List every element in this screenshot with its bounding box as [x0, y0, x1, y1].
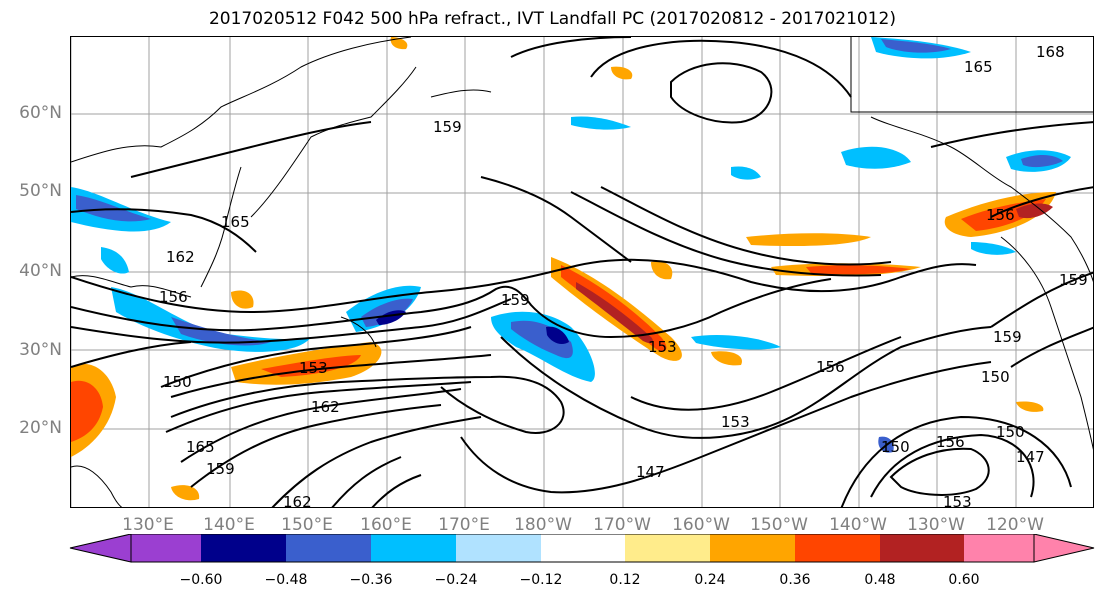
lat-label-60n: 60°N	[19, 103, 62, 123]
contour-label-20: 150	[996, 423, 1025, 441]
map-canvas: 165 168 159 165 162 156 159 150 153 153 …	[71, 37, 1093, 508]
shading-negative	[71, 37, 1071, 453]
colorbar-swatch	[541, 534, 625, 562]
colorbar-swatch	[795, 534, 880, 562]
colorbar-tick-4: −0.24	[434, 572, 478, 588]
colorbar-swatch	[131, 534, 201, 562]
colorbar-swatch	[964, 534, 1034, 562]
contour-label-22: 162	[283, 493, 312, 508]
lat-label-50n: 50°N	[19, 181, 62, 201]
lon-label-170w: 170°W	[593, 515, 651, 535]
colorbar-tick-10: 0.60	[948, 572, 980, 588]
contour-label-11: 156	[816, 358, 845, 376]
colorbar-tick-6: 0.12	[609, 572, 641, 588]
colorbar-tick-7: 0.24	[694, 572, 726, 588]
contour-label-15: 165	[186, 438, 215, 456]
contour-label-23: 147	[636, 463, 665, 481]
contour-label-21: 147	[1016, 448, 1045, 466]
lon-label-180w: 180°W	[514, 515, 572, 535]
contour-label-4: 165	[221, 213, 250, 231]
contour-label-1: 165	[964, 58, 993, 76]
colorbar-swatch	[880, 534, 964, 562]
lon-label-130e: 130°E	[122, 515, 174, 535]
contour-labels: 165 168 159 165 162 156 159 150 153 153 …	[159, 43, 1088, 508]
contour-label-13: 150	[981, 368, 1010, 386]
colorbar-extend-high	[1033, 534, 1095, 563]
colorbar-swatch	[710, 534, 795, 562]
map-panel: 165 168 159 165 162 156 159 150 153 153 …	[70, 36, 1094, 508]
lat-label-30n: 30°N	[19, 340, 62, 360]
lat-label-20n: 20°N	[19, 418, 62, 438]
contour-label-2: 168	[1036, 43, 1065, 61]
lon-label-160e: 160°E	[360, 515, 412, 535]
contour-label-8: 150	[163, 373, 192, 391]
contour-label-14: 162	[311, 398, 340, 416]
height-contours	[71, 37, 1093, 507]
colorbar-tick-8: 0.36	[779, 572, 811, 588]
lon-label-150e: 150°E	[281, 515, 333, 535]
contour-label-10: 153	[648, 338, 677, 356]
colorbar-swatch	[286, 534, 371, 562]
map-title: 2017020512 F042 500 hPa refract., IVT La…	[208, 9, 896, 29]
contour-label-12: 159	[993, 328, 1022, 346]
colorbar-tick-3: −0.36	[349, 572, 393, 588]
lon-label-150w: 150°W	[750, 515, 808, 535]
lon-label-140e: 140°E	[203, 515, 255, 535]
contour-label-26: 159	[1059, 271, 1088, 289]
colorbar-tick-9: 0.48	[864, 572, 896, 588]
lon-label-120w: 120°W	[986, 515, 1044, 535]
contour-label-24: 153	[943, 493, 972, 508]
lon-label-170e: 170°E	[438, 515, 490, 535]
colorbar-swatch	[456, 534, 541, 562]
contour-label-19: 156	[936, 433, 965, 451]
contour-label-17: 153	[721, 413, 750, 431]
colorbar-tick-2: −0.48	[264, 572, 308, 588]
contour-label-7: 159	[501, 291, 530, 309]
colorbar-extend-low	[69, 534, 132, 563]
colorbar-tick-1: −0.60	[179, 572, 223, 588]
contour-label-5: 162	[166, 248, 195, 266]
contour-label-25: 156	[986, 206, 1015, 224]
lat-label-40n: 40°N	[19, 261, 62, 281]
contour-label-16: 159	[206, 460, 235, 478]
lon-label-160w: 160°W	[672, 515, 730, 535]
contour-label-18: 150	[881, 438, 910, 456]
colorbar-swatch	[371, 534, 456, 562]
contour-label-3: 159	[433, 118, 462, 136]
colorbar	[69, 534, 1095, 563]
colorbar-tick-5: −0.12	[519, 572, 563, 588]
coastlines	[71, 37, 1093, 507]
colorbar-swatch	[201, 534, 286, 562]
colorbar-swatch	[625, 534, 710, 562]
lon-label-130w: 130°W	[907, 515, 965, 535]
contour-label-9: 153	[299, 359, 328, 377]
lon-label-140w: 140°W	[829, 515, 887, 535]
contour-label-6: 156	[159, 288, 188, 306]
